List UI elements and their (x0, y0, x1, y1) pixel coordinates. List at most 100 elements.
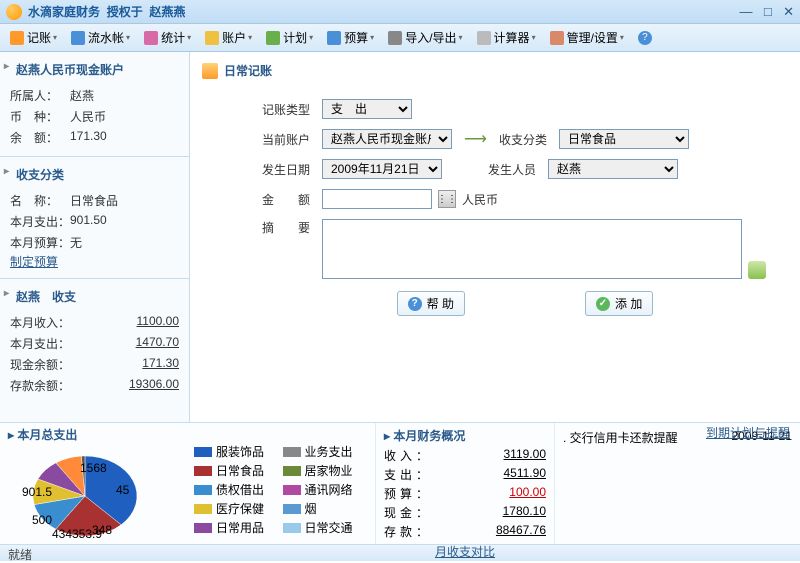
row-value: 日常食品 (70, 192, 179, 209)
legend-swatch (283, 523, 301, 533)
legend-item: 日常用品 (194, 519, 283, 536)
row-value: 19306.00 (70, 377, 179, 394)
row-value: 171.30 (70, 356, 179, 373)
svg-text:348: 348 (92, 523, 112, 537)
app-icon (6, 4, 22, 20)
row-label: 名 称： (10, 192, 70, 209)
toolbar-btn-2[interactable]: 统计 (138, 27, 197, 48)
amount-input[interactable] (322, 189, 432, 209)
date-select[interactable]: 2009年11月21日 (322, 159, 442, 179)
fin-label: 存款： (384, 523, 434, 540)
row-label: 现金余额： (10, 356, 70, 373)
type-label: 记账类型 (262, 101, 322, 118)
date-label: 发生日期 (262, 161, 322, 178)
legend-item: 通讯网络 (283, 481, 372, 498)
fin-value: 3119.00 (434, 447, 546, 464)
fin-value: 88467.76 (434, 523, 546, 540)
content-pane: 日常记账 记账类型 支 出 当前账户 赵燕人民币现金账户 ⟶ 收支分类 日常食品… (190, 52, 800, 422)
toolbar-btn-8[interactable]: 管理/设置 (544, 27, 630, 48)
row-value: 171.30 (70, 129, 179, 146)
finance-title: ▸ 本月财务概况 (384, 425, 546, 446)
fin-label: 预算： (384, 485, 434, 502)
person-select[interactable]: 赵燕 (548, 159, 678, 179)
legend-item: 业务支出 (283, 443, 372, 460)
title-bar: 水滴家庭财务 授权于 赵燕燕 — □ ✕ (0, 0, 800, 24)
row-label: 本月支出： (10, 335, 70, 352)
toolbar-btn-6[interactable]: 导入/导出 (382, 27, 468, 48)
legend-item: 日常食品 (194, 462, 283, 479)
toolbar-btn-5[interactable]: 预算 (321, 27, 380, 48)
toolbar-help[interactable]: ? (632, 29, 661, 47)
toolbar-icon (477, 31, 491, 45)
fin-label: 收入： (384, 447, 434, 464)
account-label: 当前账户 (262, 131, 322, 148)
row-label: 本月收入： (10, 314, 70, 331)
legend-section: 服装饰品业务支出日常食品居家物业债权借出通讯网络医疗保健烟日常用品日常交通 (190, 423, 375, 544)
toolbar-icon (10, 31, 24, 45)
legend-swatch (283, 485, 301, 495)
row-value: 无 (70, 234, 179, 251)
legend-swatch (283, 504, 301, 514)
budget-link[interactable]: 制定预算 (10, 255, 58, 269)
toolbar-icon (388, 31, 402, 45)
toolbar-btn-3[interactable]: 账户 (199, 27, 258, 48)
close-button[interactable]: ✕ (783, 4, 794, 19)
summary-textarea[interactable] (322, 219, 742, 279)
currency-label: 人民币 (462, 191, 498, 208)
window-title: 水滴家庭财务 授权于 赵燕燕 (28, 3, 732, 20)
bottom-pane: ▸ 本月总支出 1568901.5500434353.934845 服装饰品业务… (0, 422, 800, 544)
toolbar-btn-7[interactable]: 计算器 (471, 27, 542, 48)
row-label: 余 额： (10, 129, 70, 146)
toolbar-btn-1[interactable]: 流水帐 (65, 27, 136, 48)
row-label: 所属人： (10, 87, 70, 104)
help-button[interactable]: ?帮 助 (397, 291, 465, 316)
legend-swatch (194, 523, 212, 533)
fin-label: 现金： (384, 504, 434, 521)
entry-icon (202, 63, 218, 79)
add-button[interactable]: ✓添 加 (585, 291, 653, 316)
fin-value: 100.00 (434, 485, 546, 502)
reminder-text[interactable]: . 交行信用卡还款提醒 (563, 429, 678, 446)
fin-value: 4511.90 (434, 466, 546, 483)
row-value: 1100.00 (70, 314, 179, 331)
row-label: 本月预算： (10, 234, 70, 251)
svg-text:1568: 1568 (80, 461, 107, 475)
help-icon: ? (638, 31, 652, 45)
category-select[interactable]: 日常食品 (559, 129, 689, 149)
calculator-icon[interactable]: ⋮⋮ (438, 190, 456, 208)
help-icon: ? (408, 297, 422, 311)
add-icon: ✓ (596, 297, 610, 311)
legend-swatch (194, 504, 212, 514)
fin-label: 支出： (384, 466, 434, 483)
toolbar-btn-4[interactable]: 计划 (260, 27, 319, 48)
legend-swatch (194, 447, 212, 457)
amount-label: 金 额 (262, 191, 322, 208)
toolbar-btn-0[interactable]: 记账 (4, 27, 63, 48)
tag-icon[interactable] (748, 261, 766, 279)
due-reminder-link[interactable]: 到期计划与提醒 (706, 424, 790, 441)
toolbar-icon (266, 31, 280, 45)
toolbar-icon (550, 31, 564, 45)
svg-text:901.5: 901.5 (22, 485, 52, 499)
type-select[interactable]: 支 出 (322, 99, 412, 119)
category-label: 收支分类 (499, 131, 559, 148)
account-panel-title: 赵燕人民币现金账户 (10, 58, 179, 81)
legend-item: 服装饰品 (194, 443, 283, 460)
expense-chart-section: ▸ 本月总支出 1568901.5500434353.934845 (0, 423, 190, 544)
minimize-button[interactable]: — (740, 4, 753, 19)
maximize-button[interactable]: □ (764, 4, 772, 19)
finance-section: ▸ 本月财务概况 收入：3119.00支出：4511.90预算：100.00现金… (375, 423, 555, 544)
legend-item: 医疗保健 (194, 500, 283, 517)
arrow-icon: ⟶ (464, 129, 487, 149)
toolbar-icon (205, 31, 219, 45)
reminder-section: . 交行信用卡还款提醒 2009-11-21 (555, 423, 800, 544)
status-text: 就绪 (8, 548, 32, 562)
account-panel: 赵燕人民币现金账户 所属人：赵燕币 种：人民币余 额：171.30 (0, 52, 189, 157)
compare-link[interactable]: 月收支对比 (435, 545, 495, 559)
summary-label: 摘 要 (262, 219, 322, 236)
row-value: 1470.70 (70, 335, 179, 352)
row-value: 赵燕 (70, 87, 179, 104)
legend-item: 债权借出 (194, 481, 283, 498)
account-select[interactable]: 赵燕人民币现金账户 (322, 129, 452, 149)
legend-swatch (194, 466, 212, 476)
